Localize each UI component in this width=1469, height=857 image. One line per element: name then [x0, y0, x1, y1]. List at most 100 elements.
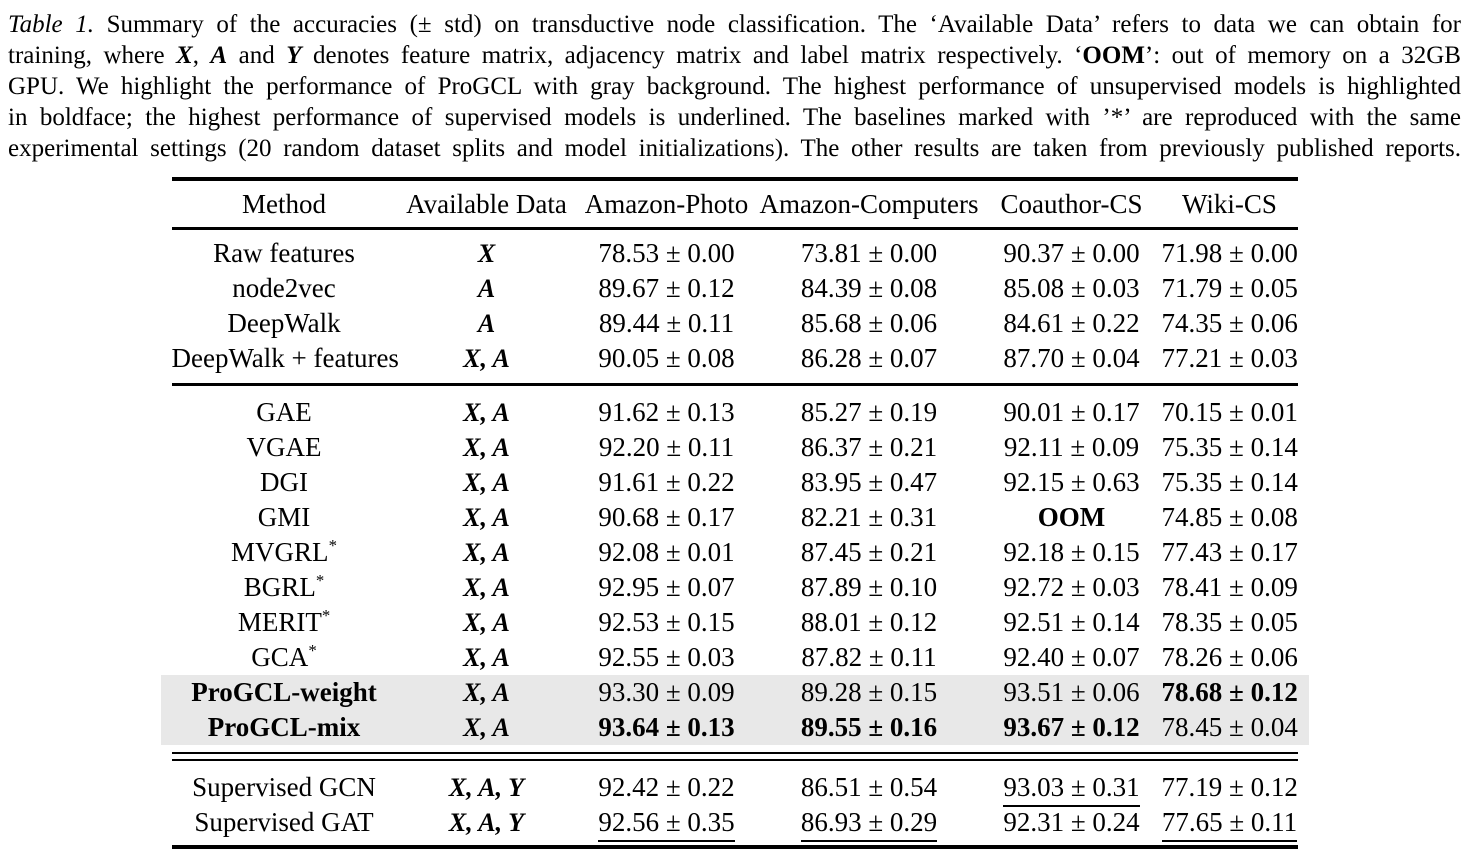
cell-available-data: X, A [397, 572, 577, 603]
cell-amazon-photo: 92.56 ± 0.35 [577, 807, 757, 842]
cell-method: GAE [256, 397, 312, 427]
accuracy-value: 90.68 ± 0.17 [598, 502, 735, 532]
cell-amazon-computers: 89.28 ± 0.15 [757, 677, 982, 708]
cell-coauthor-cs: 92.11 ± 0.09 [982, 432, 1162, 463]
cell-method: VGAE [246, 432, 322, 462]
accuracy-value: 93.64 ± 0.13 [598, 712, 735, 742]
cell-amazon-computers: 87.45 ± 0.21 [757, 537, 982, 568]
cell-coauthor-cs: 92.18 ± 0.15 [982, 537, 1162, 568]
accuracy-value: 86.28 ± 0.07 [800, 343, 938, 373]
math-symbol: X, A, Y [448, 773, 525, 802]
accuracy-value: 78.35 ± 0.05 [1161, 607, 1298, 637]
column-header-amazon-computers: Amazon-Computers [759, 188, 979, 219]
reproduced-asterisk: * [308, 641, 317, 660]
cell-coauthor-cs: 92.51 ± 0.14 [982, 607, 1162, 638]
cell-amazon-computers: 83.95 ± 0.47 [757, 467, 982, 498]
cell-amazon-computers: 88.01 ± 0.12 [757, 607, 982, 638]
accuracy-value: 92.08 ± 0.01 [598, 537, 735, 567]
cell-wiki-cs: 78.45 ± 0.04 [1162, 712, 1298, 743]
cell-wiki-cs: 77.65 ± 0.11 [1161, 807, 1298, 842]
cell-coauthor-cs: 90.37 ± 0.00 [982, 238, 1162, 269]
math-symbol: X, A [463, 433, 510, 462]
accuracy-value: 87.89 ± 0.10 [800, 572, 938, 602]
accuracy-value: 93.51 ± 0.06 [1003, 677, 1140, 707]
math-symbol: A [210, 42, 228, 69]
reproduced-asterisk: * [315, 571, 325, 590]
math-symbol: X, A [463, 573, 510, 602]
cell-wiki-cs: 77.19 ± 0.12 [1162, 772, 1298, 803]
column-header-method: Method [242, 188, 326, 219]
cell-amazon-photo: 92.42 ± 0.22 [577, 772, 757, 803]
accuracy-value: 75.35 ± 0.14 [1161, 432, 1298, 462]
math-symbol: X, A [463, 468, 510, 497]
caption-line: experimental settings (20 random dataset… [8, 133, 1461, 164]
cell-amazon-photo: 92.55 ± 0.03 [577, 642, 757, 673]
cell-amazon-computers: 85.68 ± 0.06 [757, 308, 982, 339]
cell-amazon-computers: 86.37 ± 0.21 [757, 432, 982, 463]
cell-coauthor-cs: 92.40 ± 0.07 [982, 642, 1162, 673]
cell-method: ProGCL-weight [191, 677, 377, 707]
accuracy-value: 86.37 ± 0.21 [800, 432, 938, 462]
table-row-gca: GCA* X, A 92.55 ± 0.03 87.82 ± 0.11 92.40 ± … [172, 640, 1298, 675]
cell-method: GMI [257, 502, 311, 532]
math-symbol: X [176, 42, 193, 69]
caption-line: training, where X, A and Y denotes featu… [8, 40, 1461, 71]
header-bottom-rule [171, 227, 1298, 230]
table-row-gae: GAE X, A 91.62 ± 0.13 85.27 ± 0.19 90.01 ± 0… [172, 395, 1298, 430]
accuracy-value: 89.67 ± 0.12 [598, 273, 735, 303]
accuracy-value: 77.19 ± 0.12 [1161, 772, 1298, 802]
cell-available-data: X [397, 238, 577, 269]
cell-amazon-photo: 93.30 ± 0.09 [577, 677, 757, 708]
math-symbol: A [477, 274, 496, 303]
accuracy-value: 85.27 ± 0.19 [800, 397, 938, 427]
cell-available-data: X, A [397, 432, 577, 463]
cell-amazon-photo: 89.44 ± 0.11 [577, 308, 757, 339]
math-symbol: Y [286, 42, 302, 69]
table-top-rule [171, 177, 1298, 181]
accuracy-value: 92.15 ± 0.63 [1003, 467, 1140, 497]
accuracy-value: OOM [1037, 502, 1106, 532]
math-symbol: X, A [463, 398, 510, 427]
accuracy-value: 92.11 ± 0.09 [1003, 432, 1140, 462]
table-row-node2vec: node2vec A 89.67 ± 0.12 84.39 ± 0.08 85.08 ±… [172, 271, 1298, 306]
cell-available-data: A [397, 273, 577, 304]
caption-text: ’: out of memory on a 32GB [1144, 42, 1461, 69]
math-symbol: X, A [463, 503, 510, 532]
table-row-gmi: GMI X, A 90.68 ± 0.17 82.21 ± 0.31 OOM 74.85 … [172, 500, 1298, 535]
table-caption: Table 1. Summary of the accuracies (± st… [0, 0, 1469, 164]
cell-wiki-cs: 74.35 ± 0.06 [1162, 308, 1298, 339]
cell-method: Raw features [213, 238, 355, 268]
cell-wiki-cs: 70.15 ± 0.01 [1162, 397, 1298, 428]
accuracy-value: 73.81 ± 0.00 [800, 238, 938, 268]
accuracy-value: 93.67 ± 0.12 [1003, 712, 1140, 742]
cell-available-data: A [397, 308, 577, 339]
cell-wiki-cs: 71.98 ± 0.00 [1162, 238, 1298, 269]
table-row-supervised-gcn: Supervised GCN X, A, Y 92.42 ± 0.22 86.51 ±… [172, 770, 1298, 807]
math-symbol: X, A [463, 643, 510, 672]
accuracy-value: 86.51 ± 0.54 [800, 772, 938, 802]
accuracy-value: 92.31 ± 0.24 [1003, 807, 1140, 837]
caption-line: GPU. We highlight the performance of Pro… [8, 71, 1461, 102]
cell-wiki-cs: 75.35 ± 0.14 [1162, 432, 1298, 463]
accuracy-value: 90.01 ± 0.17 [1003, 397, 1140, 427]
cell-method: GCA* [251, 641, 317, 672]
accuracy-value: 92.72 ± 0.03 [1003, 572, 1140, 602]
cell-available-data: X, A, Y [397, 807, 577, 838]
cell-amazon-photo: 89.67 ± 0.12 [577, 273, 757, 304]
table-bottom-rule [171, 845, 1298, 849]
table-group-2: Supervised GCN X, A, Y 92.42 ± 0.22 86.51 ±… [172, 761, 1298, 845]
accuracy-value: 91.62 ± 0.13 [598, 397, 735, 427]
column-header-amazon-photo: Amazon-Photo [584, 188, 749, 219]
accuracy-value: 92.95 ± 0.07 [598, 572, 735, 602]
table-row-vgae: VGAE X, A 92.20 ± 0.11 86.37 ± 0.21 92.11 ± … [172, 430, 1298, 465]
cell-coauthor-cs: 90.01 ± 0.17 [982, 397, 1162, 428]
cell-amazon-photo: 92.53 ± 0.15 [577, 607, 757, 638]
cell-available-data: X, A [397, 607, 577, 638]
cell-available-data: X, A, Y [397, 772, 577, 803]
caption-text: GPU. We highlight the performance of Pro… [8, 73, 1461, 100]
accuracy-value: 77.43 ± 0.17 [1161, 537, 1298, 567]
accuracy-value: 92.53 ± 0.15 [598, 607, 735, 637]
double-rule-bottom [171, 759, 1298, 761]
cell-method: DGI [260, 467, 308, 497]
